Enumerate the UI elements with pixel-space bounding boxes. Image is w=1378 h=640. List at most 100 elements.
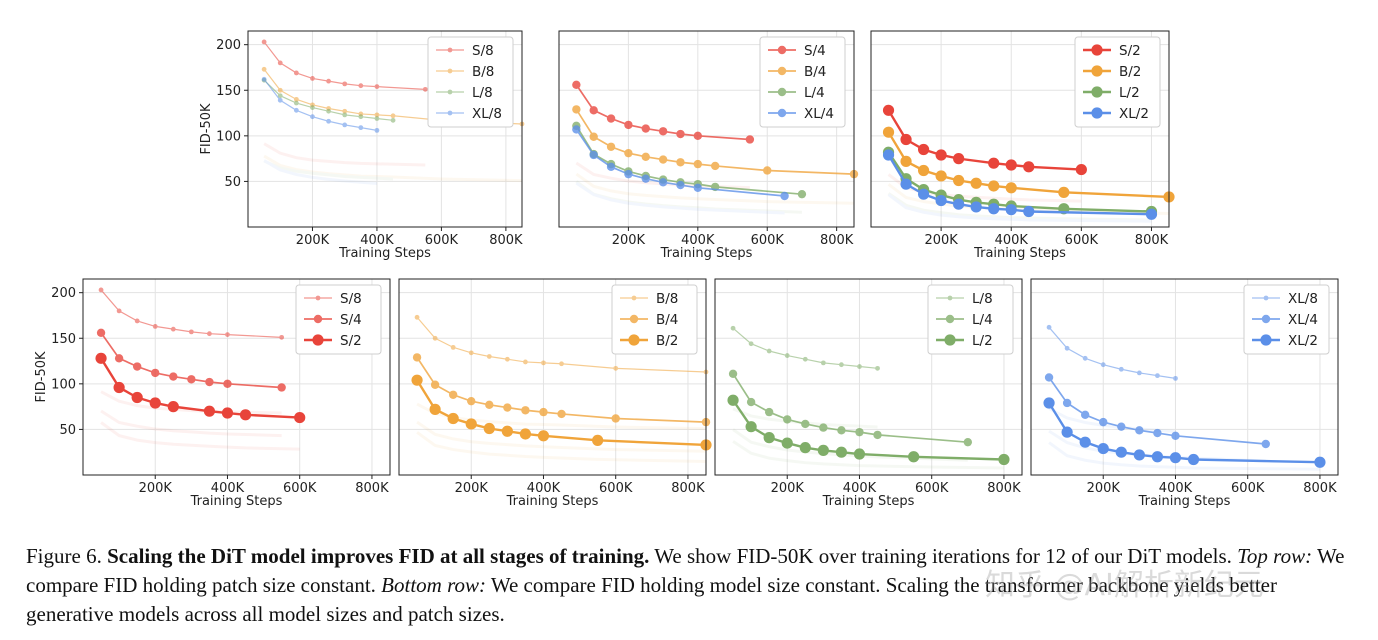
data-point xyxy=(450,344,456,350)
x-axis-label: Training Steps xyxy=(506,494,599,509)
data-point xyxy=(781,437,793,449)
data-point xyxy=(203,405,216,417)
data-point xyxy=(611,414,620,423)
ghost-line xyxy=(416,431,707,463)
data-point xyxy=(223,379,232,389)
x-tick-label: 400K xyxy=(211,481,245,496)
x-tick-label: 600K xyxy=(283,481,317,496)
x-axis-label: Training Steps xyxy=(190,494,283,509)
data-point xyxy=(1133,449,1145,461)
data-point xyxy=(277,60,283,66)
figure-caption: Figure 6. Scaling the DiT model improves… xyxy=(26,542,1356,629)
y-tick-label: 50 xyxy=(59,423,76,438)
data-point xyxy=(784,353,790,358)
legend-marker xyxy=(628,334,640,346)
data-point xyxy=(326,118,331,124)
legend-box xyxy=(1074,36,1161,128)
ghost-line xyxy=(887,192,1152,222)
x-tick-label: 600K xyxy=(1231,481,1265,496)
data-point xyxy=(572,125,581,134)
series-line xyxy=(732,327,878,369)
data-point xyxy=(1043,397,1055,409)
x-tick-label: 800K xyxy=(820,233,854,248)
data-point xyxy=(801,419,810,429)
data-point xyxy=(151,368,160,378)
legend-label: B/2 xyxy=(656,333,678,349)
legend-marker xyxy=(1091,44,1103,56)
series-line xyxy=(732,373,968,444)
legend-swatch xyxy=(436,68,464,74)
data-point xyxy=(521,406,530,415)
data-point xyxy=(963,437,973,447)
x-tick-label: 600K xyxy=(425,233,459,248)
legend-marker xyxy=(777,66,787,76)
x-tick-label: 400K xyxy=(360,233,394,248)
legend-swatch xyxy=(304,295,332,301)
data-point xyxy=(1314,456,1326,468)
y-axis-label: FID-50K xyxy=(199,103,214,155)
legend-marker xyxy=(313,314,323,324)
data-point xyxy=(170,326,176,332)
legend: S/8 B/8 L/8 XL/8 xyxy=(427,36,514,128)
legend-box xyxy=(759,36,846,128)
legend-swatch xyxy=(436,110,464,116)
legend-swatch xyxy=(1252,295,1280,301)
data-point xyxy=(676,180,685,190)
data-point xyxy=(641,152,650,162)
legend-swatch xyxy=(768,66,796,76)
data-point xyxy=(422,86,428,92)
data-point xyxy=(998,453,1010,466)
legend-label: S/2 xyxy=(340,333,362,349)
series-L-2 xyxy=(727,394,1010,466)
data-point xyxy=(606,142,616,151)
legend-marker xyxy=(447,89,453,95)
ghost-line xyxy=(263,154,523,183)
figure-6-charts: 200K 400K 600K 800K 50 100 150 200 Training Step… xyxy=(34,30,1339,509)
data-point xyxy=(519,428,532,440)
legend-label: S/8 xyxy=(472,43,494,59)
data-point xyxy=(539,407,548,417)
legend-label: S/2 xyxy=(1119,43,1141,59)
data-point xyxy=(293,96,299,102)
data-point xyxy=(935,194,947,207)
legend-swatch xyxy=(304,334,332,346)
data-point xyxy=(882,126,895,138)
x-axis-label: Training Steps xyxy=(1138,494,1231,509)
chart-panel-1: 200K 400K 600K 800K 50 100 150 200 Training Step… xyxy=(199,30,525,261)
legend-label: B/8 xyxy=(472,64,494,80)
data-point xyxy=(819,423,828,432)
data-point xyxy=(557,409,566,419)
legend-marker xyxy=(315,295,321,301)
data-point xyxy=(1155,373,1160,379)
data-point xyxy=(935,170,947,182)
plot-frame xyxy=(714,278,1023,476)
data-point xyxy=(503,403,512,412)
data-point xyxy=(1064,345,1070,351)
data-point xyxy=(970,177,982,189)
data-point xyxy=(1100,362,1106,368)
data-point xyxy=(169,372,178,381)
x-tick-label: 800K xyxy=(987,481,1021,496)
y-tick-label: 100 xyxy=(51,377,76,392)
data-point xyxy=(1136,370,1142,376)
series-line xyxy=(887,154,1152,216)
data-point xyxy=(277,383,286,392)
data-point xyxy=(766,348,772,354)
legend-marker xyxy=(777,45,787,55)
data-point xyxy=(1082,355,1088,361)
data-point xyxy=(873,430,882,440)
data-point xyxy=(483,422,495,435)
data-point xyxy=(572,80,581,89)
x-tick-label: 200K xyxy=(455,481,489,496)
legend-label: XL/2 xyxy=(1119,106,1149,122)
data-point xyxy=(358,125,364,131)
legend-label: S/4 xyxy=(340,312,362,328)
data-point xyxy=(342,108,348,114)
data-point xyxy=(358,83,364,89)
data-point xyxy=(559,361,564,367)
data-point xyxy=(1079,436,1091,448)
data-point xyxy=(277,87,283,93)
data-point xyxy=(374,116,380,121)
data-point xyxy=(572,105,581,114)
data-point xyxy=(1005,204,1017,216)
